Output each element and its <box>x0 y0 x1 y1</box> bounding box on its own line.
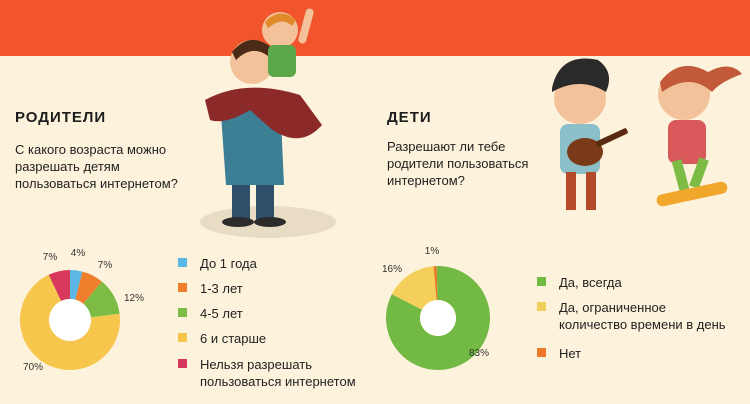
legend-label-line: Да, ограниченное <box>559 300 666 315</box>
pie-slice-kids-0 <box>386 266 491 371</box>
legend-swatch <box>178 308 187 317</box>
legend-swatch <box>537 348 546 357</box>
kids-question-line: родители пользоваться <box>387 156 529 171</box>
legend-item: 4-5 лет <box>178 305 243 322</box>
parents-heading: РОДИТЕЛИ <box>15 109 107 126</box>
legend-item: 6 и старше <box>178 330 266 347</box>
pie-slice-kids-2 <box>433 266 438 301</box>
legend-label: Да, всегда <box>559 274 622 291</box>
kids-illustration <box>552 58 742 210</box>
pie-slice-parents-3 <box>19 274 121 370</box>
value-label: 70% <box>23 362 43 373</box>
legend-label-line: 4-5 лет <box>200 306 243 321</box>
legend-label-line: 1-3 лет <box>200 281 243 296</box>
legend-label-line: 6 и старше <box>200 331 267 346</box>
pie-slice-parents-2 <box>83 281 120 318</box>
kids-question: Разрешают ли тебе родители пользоваться … <box>387 138 528 189</box>
pie-slice-parents-0 <box>70 270 83 300</box>
kids-question-line: Разрешают ли тебе <box>387 139 506 154</box>
pie-slice-parents-4 <box>48 270 70 301</box>
legend-item: Нет <box>537 345 581 362</box>
kids-heading: ДЕТИ <box>387 109 432 126</box>
legend-label: 1-3 лет <box>200 280 243 297</box>
legend-swatch <box>178 258 187 267</box>
legend-label-line: количество времени в день <box>559 317 726 332</box>
legend-item: Да, всегда <box>537 274 622 291</box>
legend-label-line: Да, всегда <box>559 275 622 290</box>
pie-slice-kids-1 <box>391 266 437 310</box>
value-label: 7% <box>98 260 113 271</box>
legend-label: До 1 года <box>200 255 257 272</box>
value-label: 16% <box>382 264 402 275</box>
donut-hole <box>49 299 91 341</box>
legend-swatch <box>178 333 187 342</box>
father-with-child-illustration <box>200 8 336 238</box>
value-label: 4% <box>71 248 86 259</box>
legend-swatch <box>537 277 546 286</box>
legend-item: До 1 года <box>178 255 257 272</box>
legend-label-line: Нельзя разрешать <box>200 357 312 372</box>
legend-label: Нельзя разрешать пользоваться интернетом <box>200 356 356 390</box>
value-label: 1% <box>425 246 440 257</box>
legend-swatch <box>178 283 187 292</box>
legend-label-line: Нет <box>559 346 582 361</box>
parents-question-line: С какого возраста можно <box>15 142 167 157</box>
legend-label: Нет <box>559 345 581 362</box>
parents-question-line: разрешать детям <box>15 159 120 174</box>
legend-swatch <box>537 302 546 311</box>
value-label: 12% <box>124 293 144 304</box>
parents-question: С какого возраста можно разрешать детям … <box>15 141 178 192</box>
value-label: 7% <box>43 252 58 263</box>
donut-hole <box>420 300 456 336</box>
legend-label: 6 и старше <box>200 330 266 347</box>
legend-item: Да, ограниченное количество времени в ден… <box>537 299 726 333</box>
legend-label-line: До 1 года <box>200 256 257 271</box>
legend-label: 4-5 лет <box>200 305 243 322</box>
value-label: 83% <box>469 348 489 359</box>
kids-question-line: интернетом? <box>387 173 465 188</box>
legend-swatch <box>178 359 187 368</box>
legend-item: 1-3 лет <box>178 280 243 297</box>
legend-item: Нельзя разрешать пользоваться интернетом <box>178 356 356 390</box>
pie-slice-parents-1 <box>75 271 102 304</box>
legend-label-line: пользоваться интернетом <box>200 374 356 389</box>
parents-question-line: пользоваться интернетом? <box>15 176 178 191</box>
legend-label: Да, ограниченное количество времени в ден… <box>559 299 726 333</box>
top-banner <box>0 0 750 56</box>
